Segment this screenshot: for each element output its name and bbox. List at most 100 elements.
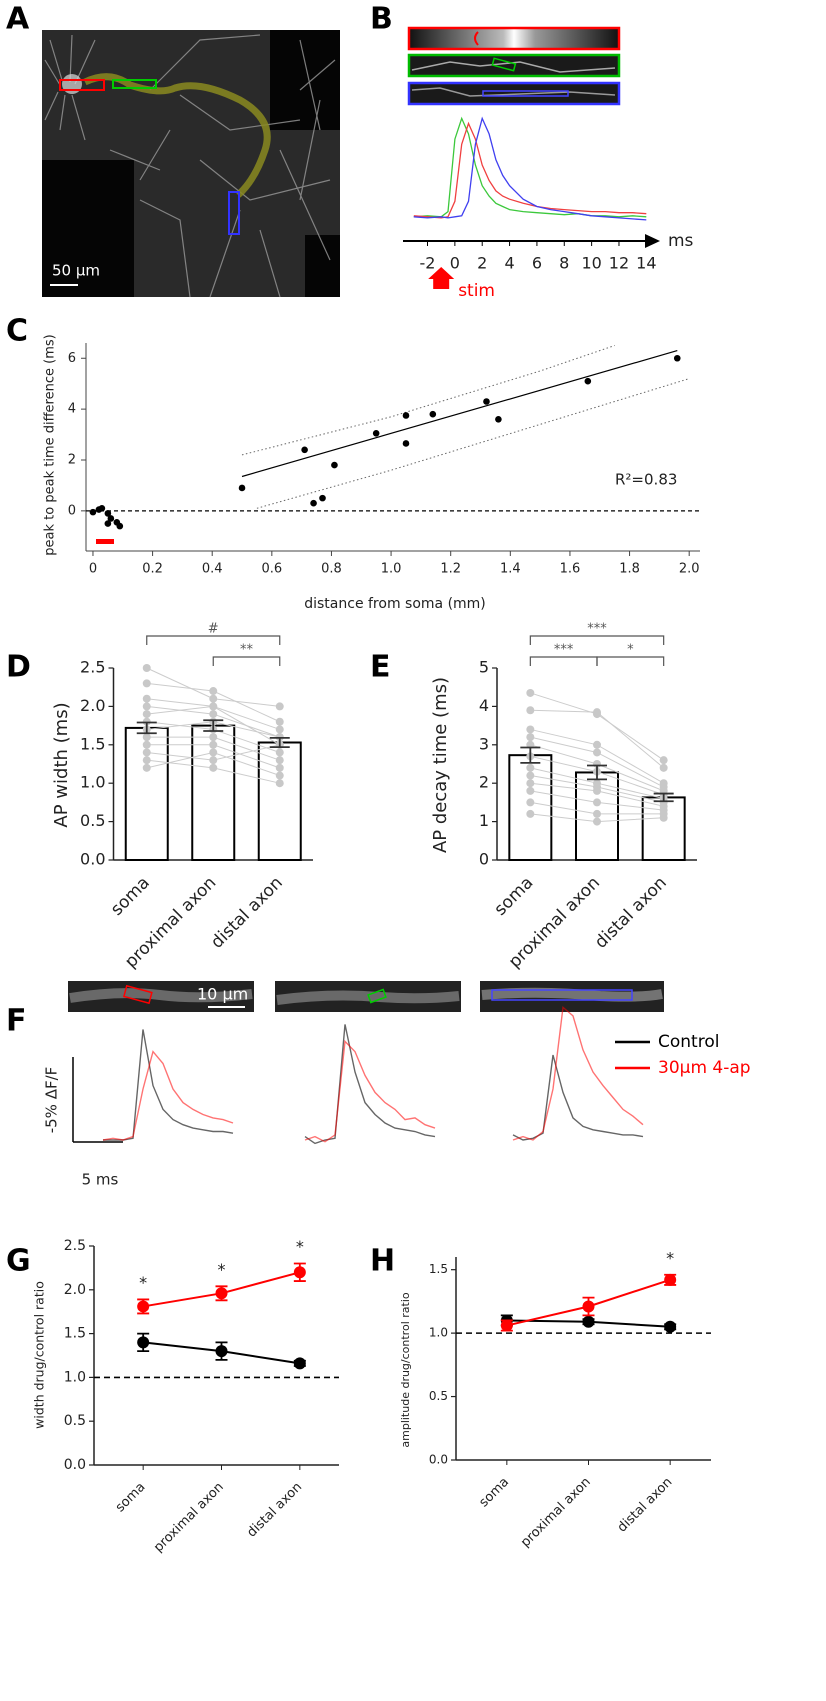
trace [103, 1029, 234, 1141]
point [116, 522, 124, 530]
significance-label: * [218, 1260, 226, 1279]
trace [102, 1050, 234, 1141]
x-tick-label: proximal axon [518, 1475, 594, 1551]
x-axis-label: distance from soma (mm) [304, 596, 486, 612]
x-tick-label: 0 [450, 254, 460, 273]
individual-point [275, 702, 284, 711]
y-tick-label: 2 [479, 773, 489, 792]
individual-point [142, 710, 151, 719]
x-tick-label: soma [107, 873, 154, 920]
y-axis-label: AP width (ms) [51, 702, 72, 827]
x-axis-label: ms [668, 231, 694, 251]
point [673, 354, 681, 362]
point [584, 377, 592, 385]
individual-point [275, 771, 284, 780]
x-tick-label: soma [477, 1475, 513, 1511]
y-tick-label: 6 [68, 351, 76, 366]
significance-label: *** [587, 622, 607, 637]
significance-label: * [139, 1273, 147, 1292]
point [238, 484, 246, 492]
x-tick-label: distal axon [244, 1480, 305, 1541]
error-bar [136, 721, 157, 735]
panel-label: E [370, 650, 391, 685]
point [293, 1357, 306, 1370]
trace [304, 1039, 436, 1143]
point [495, 415, 502, 423]
y-tick-label: 4 [68, 402, 76, 417]
individual-point [659, 763, 668, 772]
trace [413, 116, 647, 221]
x-tick-label: 1.4 [500, 562, 521, 577]
scale-bar-label: 10 µm [197, 985, 248, 1004]
individual-point [526, 779, 535, 788]
significance-label: * [627, 643, 634, 658]
y-tick-label: 0.5 [80, 811, 105, 830]
individual-point [209, 694, 218, 703]
x-tick-label: distal axon [591, 873, 671, 953]
x-axis-arrow [645, 234, 660, 248]
individual-point [593, 748, 601, 757]
individual-point [209, 748, 218, 757]
point [293, 1266, 306, 1279]
roi-strips [407, 26, 621, 106]
individual-point [142, 679, 151, 688]
x-tick-label: 1.0 [381, 562, 402, 577]
trace [413, 121, 647, 219]
individual-point [526, 763, 535, 772]
soma-marker [96, 539, 114, 544]
x-tick-label: soma [491, 873, 538, 920]
individual-point [593, 798, 601, 807]
individual-point [209, 702, 218, 711]
x-tick-label: 6 [532, 254, 542, 273]
individual-point [659, 756, 668, 765]
individual-point [275, 779, 284, 788]
point [104, 510, 112, 517]
individual-point [275, 717, 284, 726]
y-tick-label: 1.0 [429, 1326, 448, 1340]
panel-label: D [6, 650, 31, 685]
roi-images: 10 µm [68, 981, 664, 1012]
y-tick-label: 1.5 [80, 734, 105, 753]
x-tick-label: 2 [477, 254, 487, 273]
scale-bar-label: -5% ΔF/F [43, 1067, 61, 1134]
point [331, 461, 338, 469]
individual-point [142, 763, 151, 772]
micrograph: 50 µm [42, 30, 340, 298]
individual-point [593, 809, 601, 818]
significance-label: # [208, 622, 219, 637]
y-tick-label: 2.0 [80, 696, 105, 715]
x-tick-label: 0 [89, 562, 97, 577]
individual-point [526, 706, 535, 715]
significance-bracket [596, 656, 665, 666]
y-tick-label: 0.0 [64, 1457, 86, 1473]
y-axis-label: width drug/control ratio [32, 1281, 47, 1429]
x-tick-label: 0.4 [202, 562, 223, 577]
individual-point [526, 798, 535, 807]
y-tick-label: 0.5 [429, 1389, 448, 1403]
x-tick-label: 0.2 [142, 562, 163, 577]
scale-bar-label: 5 ms [82, 1171, 119, 1189]
confidence-band [256, 378, 690, 509]
point [500, 1319, 513, 1332]
y-tick-label: 0.0 [80, 850, 105, 869]
point [215, 1287, 228, 1300]
x-tick-label: distal axon [207, 873, 287, 953]
fit-line [241, 350, 678, 478]
y-tick-label: 1.0 [64, 1369, 86, 1385]
individual-point [142, 733, 151, 742]
x-tick-label: proximal axon [151, 1480, 227, 1556]
individual-point [526, 786, 535, 795]
trace [512, 1054, 644, 1141]
point [664, 1273, 677, 1286]
individual-point [659, 813, 668, 822]
stim-arrow [428, 267, 455, 289]
individual-point [526, 688, 535, 697]
individual-point [593, 740, 601, 749]
significance-bracket [529, 656, 598, 666]
significance-label: ** [240, 643, 254, 658]
panel-label: C [6, 314, 28, 349]
error-bar [520, 746, 541, 764]
point [104, 520, 112, 527]
y-tick-label: 1 [479, 811, 489, 830]
